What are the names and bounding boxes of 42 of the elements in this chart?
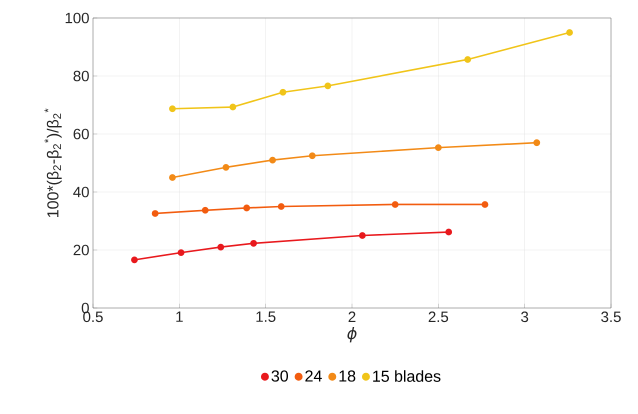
legend-label: 15 blades xyxy=(373,370,440,382)
x-tick-label: 1.5 xyxy=(256,312,276,322)
x-tick-label: 2 xyxy=(348,312,356,322)
y-tick-label: 80 xyxy=(74,70,89,82)
point xyxy=(269,156,276,164)
x-tick-label: 3.5 xyxy=(601,312,621,322)
point xyxy=(169,174,176,181)
legend-label: 18 xyxy=(339,370,356,382)
point xyxy=(229,104,236,110)
point xyxy=(217,244,224,250)
point xyxy=(250,240,257,247)
legend-label: 24 xyxy=(305,370,322,382)
point xyxy=(178,249,184,256)
point xyxy=(434,144,442,152)
y-tick-label: 100 xyxy=(66,12,89,24)
y-tick-label: 40 xyxy=(73,186,89,198)
point xyxy=(566,29,573,36)
point xyxy=(533,139,540,146)
point xyxy=(482,201,488,208)
point xyxy=(464,56,472,63)
point xyxy=(358,232,366,239)
point xyxy=(222,164,230,171)
y-tick-label: 60 xyxy=(74,128,89,140)
x-tick-label: 2.5 xyxy=(428,312,448,322)
point xyxy=(278,203,285,210)
point xyxy=(392,201,399,208)
x-tick-label: 0.5 xyxy=(83,312,103,322)
x-axis-title: ϕ xyxy=(347,326,356,342)
x-tick-label: 3 xyxy=(521,312,528,322)
point xyxy=(202,206,209,214)
point xyxy=(152,210,159,217)
y-tick-label: 20 xyxy=(74,244,89,256)
y-axis-title: 100*(β$_{2}$-β$_{2}$$^{*}$)/β$_{2}$* xyxy=(44,108,62,218)
point xyxy=(131,256,138,264)
point xyxy=(445,228,452,236)
point xyxy=(243,204,250,212)
x-tick-label: 1 xyxy=(176,312,183,322)
legend-label: 30 xyxy=(272,370,288,382)
point xyxy=(280,88,286,96)
point xyxy=(169,105,176,112)
point xyxy=(324,82,332,90)
point xyxy=(308,152,316,160)
